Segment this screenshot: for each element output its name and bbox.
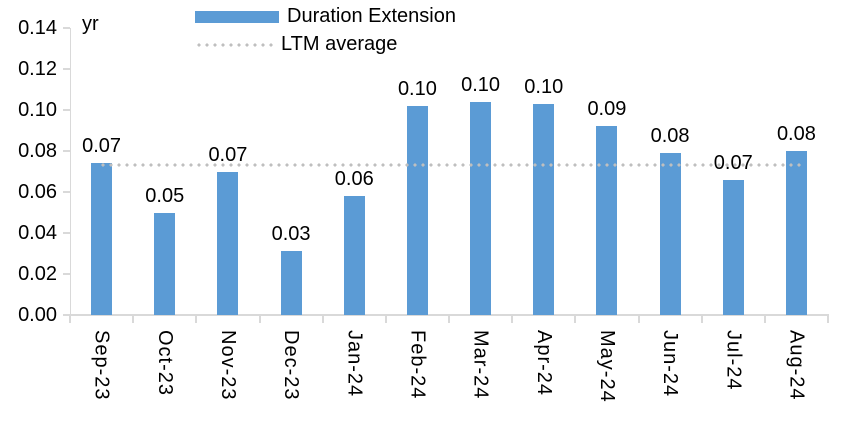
bar-jan-24 [343,196,365,315]
x-axis-tick-mark [700,316,703,323]
x-axis-tick-mark [69,316,71,323]
bar-nov-23 [217,171,239,315]
bar-sep-23 [91,163,113,315]
bar-oct-23 [154,212,176,315]
x-axis-tick-mark [132,316,135,323]
x-axis-label-may-24: May-24 [595,330,618,403]
y-axis-tick-label: 0.06 [18,181,57,203]
y-axis-tick-mark [63,150,70,152]
y-axis-tick-label: 0.04 [18,222,57,244]
x-axis-label-dec-23: Dec-23 [280,330,303,401]
legend-label-duration-extension: Duration Extension [287,5,456,27]
bar-aug-24 [785,151,807,315]
y-axis-tick-label: 0.10 [18,99,57,121]
x-axis-tick-mark [827,316,829,323]
y-axis-line [70,28,71,316]
y-axis-tick-mark [63,68,70,70]
y-axis-tick-mark [63,314,70,316]
y-axis-tick-label: 0.00 [18,304,57,326]
x-axis-tick-mark [195,316,198,323]
x-axis-tick-mark [763,316,766,323]
bar-value-label-feb-24: 0.10 [397,77,437,100]
ltm-average-line [98,163,802,168]
x-axis-tick-mark [448,316,450,323]
x-axis-label-mar-24: Mar-24 [469,330,492,400]
bar-jun-24 [659,153,681,315]
x-axis-label-nov-23: Nov-23 [216,330,239,401]
bar-value-label-apr-24: 0.10 [524,75,564,98]
x-axis-label-sep-23: Sep-23 [90,330,113,401]
bar-value-label-nov-23: 0.07 [208,143,248,166]
bar-value-label-aug-24: 0.08 [776,123,816,145]
x-axis-label-oct-23: Oct-23 [153,330,176,397]
y-axis-tick-label: 0.12 [18,58,57,80]
bar-jul-24 [722,179,744,315]
bar-apr-24 [533,103,555,315]
bar-feb-24 [406,105,428,315]
legend-label-ltm-average: LTM average [281,33,398,55]
x-axis-tick-mark [384,316,387,323]
x-axis-tick-mark [258,316,261,323]
legend-item-ltm-average: LTM average [195,32,456,57]
bar-may-24 [596,126,618,315]
bar-value-label-may-24: 0.09 [587,98,627,121]
y-axis-tick-mark [63,109,70,111]
y-axis-tick-label: 0.14 [18,17,57,39]
bar-value-label-jul-24: 0.07 [713,151,753,174]
x-axis-tick-mark [321,316,324,323]
bar-value-label-mar-24: 0.10 [461,73,501,96]
y-axis-tick-label: 0.08 [18,140,57,162]
y-axis-tick-mark [63,191,70,193]
x-axis-label-jan-24: Jan-24 [343,330,366,398]
y-axis-tick-label: 0.02 [18,263,57,285]
x-axis-tick-mark [574,316,577,323]
x-axis-label-feb-24: Feb-24 [406,330,429,400]
y-axis-tick-mark [63,232,70,234]
x-axis-label-apr-24: Apr-24 [532,330,555,397]
bar-value-label-jun-24: 0.08 [650,125,690,148]
x-axis-line [70,314,829,316]
x-axis-tick-mark [511,316,514,323]
bar-value-label-jan-24: 0.06 [334,168,374,191]
x-axis-tick-mark [637,316,640,323]
bar-mar-24 [470,101,492,315]
bar-swatch-icon [195,10,279,23]
legend-item-duration-extension: Duration Extension [195,4,456,29]
x-axis-label-jul-24: Jul-24 [722,330,745,391]
y-axis-tick-mark [63,27,70,29]
bar-dec-23 [280,251,302,315]
y-axis-unit-label: yr [82,13,99,35]
x-axis-label-aug-24: Aug-24 [785,330,808,401]
bar-value-label-sep-23: 0.07 [82,135,122,158]
x-axis-label-jun-24: Jun-24 [659,330,682,398]
bar-value-label-dec-23: 0.03 [271,223,311,246]
chart-legend: Duration Extension LTM average [195,4,456,57]
y-axis-tick-mark [63,273,70,275]
dotted-line-swatch-icon [195,42,273,47]
bar-value-label-oct-23: 0.05 [145,184,185,207]
